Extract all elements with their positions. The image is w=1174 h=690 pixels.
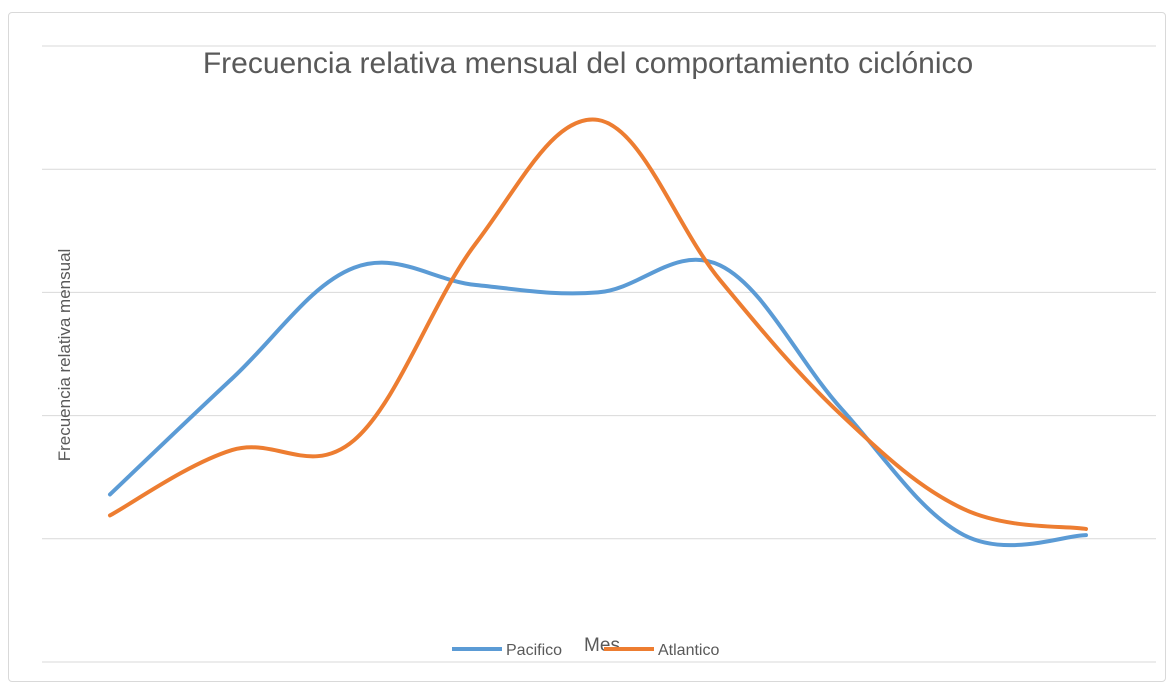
x-axis-label: Mes bbox=[584, 635, 620, 656]
chart-frame bbox=[8, 12, 1166, 682]
series-line-atlantico bbox=[108, 117, 1088, 531]
legend: Pacifico Atlantico bbox=[452, 642, 719, 659]
gridlines bbox=[42, 45, 1156, 663]
legend-label: Pacifico bbox=[506, 642, 562, 659]
series-line-pacifico bbox=[108, 257, 1088, 548]
legend-item-atlantico: Atlantico bbox=[604, 642, 719, 659]
chart-title: Frecuencia relativa mensual del comporta… bbox=[203, 47, 973, 80]
series-lines bbox=[108, 117, 1088, 548]
legend-item-pacifico: Pacifico bbox=[452, 642, 562, 659]
y-axis-label: Frecuencia relativa mensual bbox=[55, 249, 74, 462]
legend-label: Atlantico bbox=[658, 642, 719, 659]
